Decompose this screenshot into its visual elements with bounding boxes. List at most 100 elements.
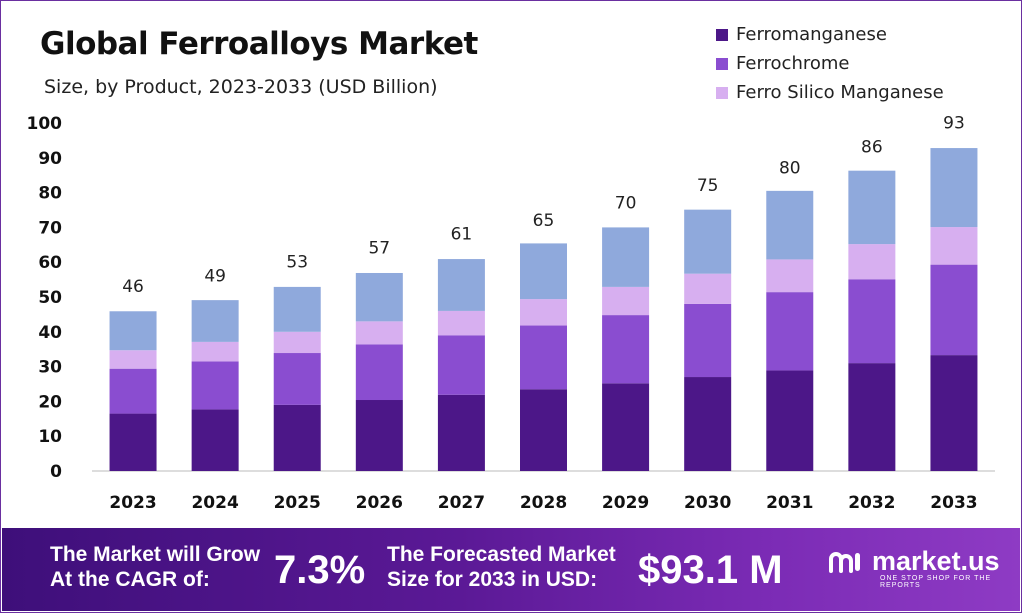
stacked-bar-chart: 0102030405060708090100462023492024532025… — [27, 113, 995, 513]
bar-total-label: 93 — [943, 113, 965, 133]
bar-total-label: 86 — [861, 138, 883, 158]
x-tick-label: 2033 — [930, 493, 977, 513]
bar-segment-ferrochrome-2029 — [602, 315, 650, 384]
x-tick-label: 2032 — [848, 493, 895, 513]
bar-segment-ferromanganese-2025 — [273, 404, 321, 471]
y-tick-label: 40 — [38, 323, 62, 343]
bar-segment-series-4-2030 — [684, 209, 732, 274]
bar-segment-ferromanganese-2024 — [191, 409, 239, 471]
legend-label: Ferrochrome — [736, 53, 850, 74]
y-tick-label: 50 — [38, 288, 62, 308]
cagr-label-line-1: The Market will Grow — [50, 543, 261, 566]
bar-segment-ferromanganese-2028 — [520, 389, 567, 471]
y-tick-label: 60 — [38, 253, 62, 273]
brand-name: market.us — [872, 546, 1000, 576]
bar-total-label: 57 — [368, 239, 390, 259]
brand-icon — [829, 551, 860, 573]
bar-segment-ferro-silico-manganese-2032 — [848, 244, 896, 280]
forecast-label-line-1: The Forecasted Market — [387, 543, 616, 566]
bar-segment-ferromanganese-2027 — [437, 394, 485, 471]
bar-segment-ferrochrome-2028 — [520, 325, 567, 390]
y-tick-label: 70 — [38, 218, 62, 238]
bar-segment-ferromanganese-2026 — [355, 400, 403, 471]
bar-segment-ferromanganese-2023 — [109, 413, 157, 471]
bar-segment-ferromanganese-2029 — [602, 383, 650, 471]
y-tick-label: 80 — [38, 184, 62, 204]
bar-segment-ferrochrome-2032 — [848, 279, 896, 364]
legend-label: Ferro Silico Manganese — [736, 82, 944, 103]
bar-segment-series-4-2028 — [520, 243, 567, 300]
bar-segment-series-4-2024 — [191, 300, 239, 342]
x-tick-label: 2028 — [520, 493, 567, 513]
bar-segment-ferromanganese-2031 — [766, 370, 814, 471]
brand-logo: market.us ONE STOP SHOP FOR THE REPORTS — [828, 546, 1020, 589]
bar-segment-ferro-silico-manganese-2023 — [109, 350, 157, 369]
bar-segment-ferromanganese-2033 — [930, 355, 978, 471]
bar-total-label: 70 — [615, 193, 637, 213]
forecast-value: $93.1 M — [638, 548, 783, 592]
bar-segment-ferro-silico-manganese-2033 — [930, 227, 978, 265]
forecast-label-line-2: Size for 2033 in USD: — [387, 568, 598, 591]
bar-segment-ferrochrome-2023 — [109, 368, 157, 414]
bar-total-label: 53 — [286, 253, 308, 273]
bar-segment-ferro-silico-manganese-2024 — [191, 341, 239, 362]
bar-total-label: 46 — [122, 277, 144, 297]
legend-swatch — [716, 28, 728, 41]
legend-swatch — [716, 86, 728, 99]
x-tick-label: 2027 — [438, 493, 485, 513]
x-tick-label: 2031 — [766, 493, 813, 513]
x-tick-label: 2029 — [602, 493, 649, 513]
bar-total-label: 65 — [533, 211, 555, 231]
x-tick-label: 2030 — [684, 493, 731, 513]
bar-segment-ferrochrome-2027 — [437, 335, 485, 395]
bar-segment-ferromanganese-2030 — [684, 377, 732, 471]
legend: Ferromanganese Ferrochrome Ferro Silico … — [716, 20, 944, 107]
y-tick-label: 30 — [38, 358, 62, 378]
bar-segment-ferro-silico-manganese-2028 — [520, 299, 567, 326]
bar-total-label: 75 — [697, 176, 719, 196]
bar-segment-series-4-2033 — [930, 148, 978, 228]
y-tick-label: 0 — [50, 462, 62, 482]
bar-segment-series-4-2023 — [109, 311, 157, 351]
y-tick-label: 10 — [38, 427, 62, 447]
legend-item-ferrochrome: Ferrochrome — [716, 49, 944, 78]
bar-segment-series-4-2031 — [766, 190, 814, 260]
y-tick-label: 90 — [38, 149, 62, 169]
bar-total-label: 61 — [451, 225, 473, 245]
forecast-label: The Forecasted Market Size for 2033 in U… — [387, 542, 616, 592]
bar-segment-ferro-silico-manganese-2029 — [602, 286, 650, 316]
bar-segment-ferrochrome-2033 — [930, 264, 978, 356]
bar-segment-series-4-2032 — [848, 170, 896, 245]
chart-title: Global Ferroalloys Market — [40, 26, 478, 62]
legend-swatch — [716, 57, 728, 70]
bar-segment-ferro-silico-manganese-2030 — [684, 273, 732, 304]
summary-banner: The Market will Grow At the CAGR of: 7.3… — [2, 528, 1020, 611]
bar-total-label: 49 — [204, 266, 226, 286]
bar-segment-ferro-silico-manganese-2031 — [766, 259, 814, 293]
y-tick-label: 100 — [27, 114, 63, 134]
bar-segment-ferromanganese-2032 — [848, 363, 896, 471]
legend-label: Ferromanganese — [736, 24, 887, 45]
brand-tagline: ONE STOP SHOP FOR THE REPORTS — [880, 575, 992, 589]
bar-segment-series-4-2026 — [355, 272, 403, 322]
bar-segment-ferrochrome-2024 — [191, 361, 239, 410]
bar-total-label: 80 — [779, 159, 801, 179]
x-tick-label: 2023 — [109, 493, 156, 513]
bar-segment-series-4-2025 — [273, 286, 321, 332]
chart-subtitle: Size, by Product, 2023-2033 (USD Billion… — [44, 76, 438, 98]
bar-segment-ferrochrome-2030 — [684, 303, 732, 378]
x-tick-label: 2026 — [356, 493, 403, 513]
bar-segment-series-4-2029 — [602, 227, 650, 287]
bar-segment-series-4-2027 — [437, 259, 485, 311]
bar-segment-ferrochrome-2025 — [273, 353, 321, 405]
cagr-value: 7.3% — [274, 548, 366, 592]
y-tick-label: 20 — [38, 392, 62, 412]
bar-segment-ferro-silico-manganese-2026 — [355, 321, 403, 345]
cagr-label: The Market will Grow At the CAGR of: — [50, 542, 260, 592]
bar-segment-ferrochrome-2026 — [355, 344, 403, 401]
cagr-label-line-2: At the CAGR of: — [50, 568, 210, 591]
legend-item-ferromanganese: Ferromanganese — [716, 20, 944, 49]
bar-segment-ferro-silico-manganese-2025 — [273, 331, 321, 354]
bar-segment-ferro-silico-manganese-2027 — [437, 310, 485, 336]
